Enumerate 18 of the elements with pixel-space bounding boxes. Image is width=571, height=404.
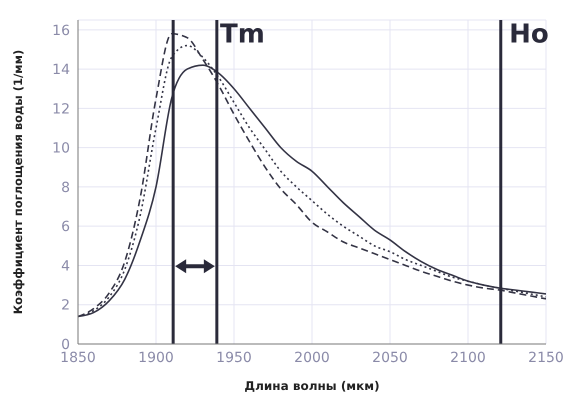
y-tick-label: 4: [61, 258, 70, 274]
y-axis-title: Коэффициент поглощения воды (1/мм): [11, 50, 26, 314]
y-tick-label: 6: [61, 219, 70, 236]
ref-line-label: Ho: [509, 19, 549, 50]
ref-line-label: Tm: [220, 19, 265, 50]
y-tick-label: 16: [52, 22, 70, 39]
y-tick-label: 8: [61, 180, 70, 196]
x-tick-label: 1900: [138, 350, 174, 366]
y-tick-label: 2: [61, 298, 70, 314]
x-axis-title: Длина волны (мкм): [244, 379, 380, 393]
x-tick-label: 2000: [294, 350, 330, 366]
x-tick-label: 2150: [528, 350, 564, 366]
x-tick-label: 2100: [450, 350, 486, 366]
y-tick-label: 10: [52, 140, 70, 157]
x-tick-label: 1950: [216, 350, 252, 366]
y-tick-label: 12: [52, 101, 70, 118]
x-tick-label: 2050: [372, 350, 408, 366]
y-tick-label: 14: [52, 62, 70, 78]
